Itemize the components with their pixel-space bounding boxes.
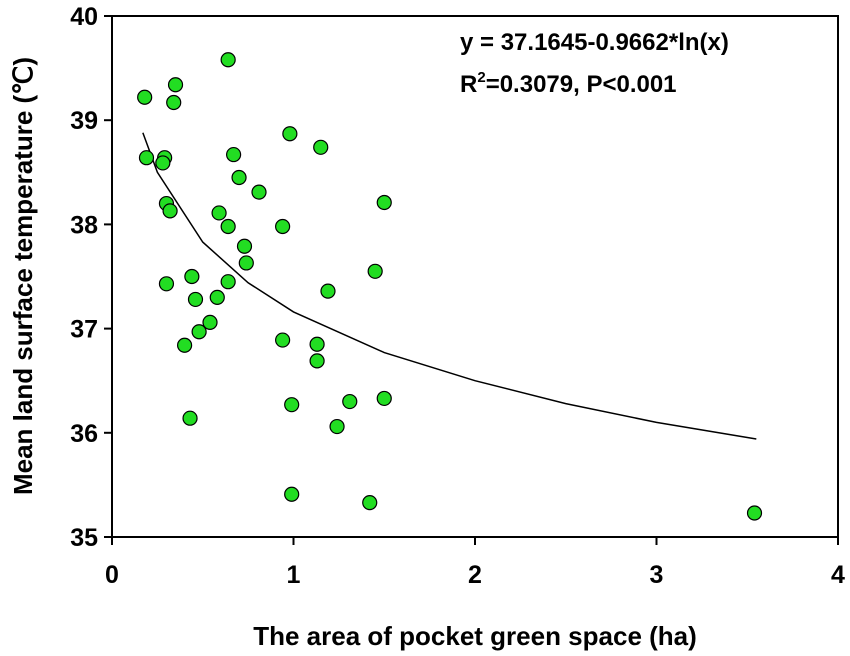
data-point (746, 505, 763, 521)
r-squared: R2=0.3079, P<0.001 (460, 69, 677, 98)
data-point (329, 418, 345, 435)
y-tick-label: 38 (70, 211, 98, 239)
data-point (284, 486, 300, 502)
y-tick-label: 36 (70, 420, 98, 448)
data-point (187, 291, 204, 308)
data-point (167, 77, 184, 93)
data-point (342, 393, 358, 410)
data-point (226, 146, 242, 163)
x-tick-label: 4 (831, 561, 845, 589)
data-point (238, 255, 254, 271)
x-tick-label: 2 (468, 561, 482, 589)
data-point (376, 390, 392, 407)
y-tick-label: 40 (70, 3, 98, 31)
data-point (367, 263, 383, 279)
data-point (231, 169, 247, 186)
data-point (209, 289, 225, 305)
data-point (166, 94, 182, 111)
data-point (309, 353, 325, 369)
equation: y = 37.1645-0.9662*ln(x) (460, 29, 729, 56)
data-point (220, 274, 236, 290)
data-point (220, 218, 236, 235)
data-point (162, 203, 178, 219)
y-tick-label: 35 (70, 524, 98, 552)
data-point (137, 89, 153, 105)
data-point (182, 410, 198, 426)
data-point (284, 397, 300, 413)
data-point (158, 276, 175, 292)
data-point (275, 332, 291, 348)
x-tick-label: 3 (650, 561, 664, 589)
data-point (236, 238, 253, 254)
data-point (177, 337, 193, 353)
data-point (138, 150, 155, 166)
y-axis-title: Mean land surface temperature (℃) (8, 57, 38, 495)
data-point (251, 184, 267, 200)
data-point (155, 155, 171, 171)
data-point (184, 268, 200, 285)
data-point (275, 218, 291, 235)
data-point (220, 52, 236, 68)
y-tick-label: 37 (70, 316, 98, 344)
data-point (282, 126, 298, 142)
y-tick-label: 39 (70, 107, 98, 135)
data-point (313, 139, 329, 155)
x-axis-title: The area of pocket green space (ha) (253, 621, 697, 651)
data-point (309, 336, 325, 352)
x-tick-label: 1 (287, 561, 301, 589)
data-point (362, 495, 378, 511)
superscript: 2 (477, 69, 485, 86)
r-value: =0.3079, P<0.001 (486, 71, 677, 98)
data-point (202, 314, 218, 330)
data-point (211, 205, 227, 221)
data-point (191, 324, 207, 340)
fit-curve (142, 132, 757, 440)
x-tick-label: 0 (105, 561, 119, 589)
r-label: R (460, 71, 477, 98)
data-point (320, 283, 336, 299)
data-point (376, 194, 392, 211)
